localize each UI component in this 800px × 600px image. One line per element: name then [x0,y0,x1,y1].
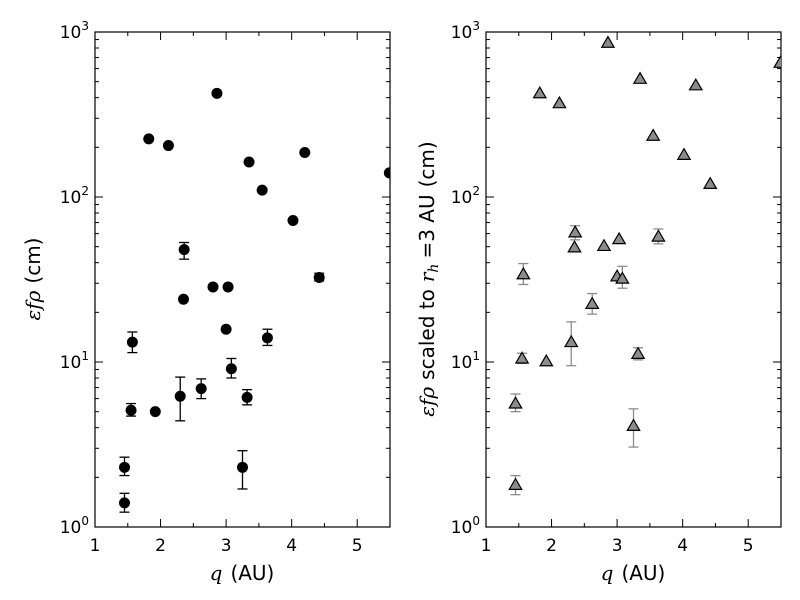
left-data-point [162,140,174,152]
right-data-point [567,225,583,238]
right-y-tick-label: 103 [451,19,480,43]
right-y-tick-label: 102 [451,184,480,208]
left-data-point [143,133,155,145]
right-data-point [626,418,641,431]
left-axis-ticks [94,31,390,528]
right-x-tick-label: 3 [612,536,623,556]
left-data-point [225,363,237,375]
right-x-axis-label: q (AU) [601,561,666,585]
left-y-tick-label: 100 [60,514,89,538]
right-x-tick-label: 2 [546,536,557,556]
left-data-point [207,281,219,293]
right-markers [508,35,781,490]
left-data-point [261,332,273,344]
left-data-point [195,383,207,395]
left-data-point [119,497,130,509]
left-y-tick-label: 101 [60,349,89,373]
left-data-point [313,272,325,284]
left-errorbars [119,241,325,513]
left-data-point [222,281,234,293]
left-data-point [243,156,255,168]
right-data-point [651,229,666,242]
right-panel: 1 2 3 4 5 100 101 102 103 q (AU) εfρscaled torh=3… [415,19,782,585]
left-tick-labels: 1 2 3 4 5 100 101 102 103 [60,19,363,556]
right-tick-labels: 1 2 3 4 5 100 101 102 103 [451,19,754,556]
left-data-point [383,167,390,179]
right-data-point [632,71,648,84]
right-data-point [584,296,600,309]
right-data-point [552,95,567,109]
left-data-point [220,323,232,335]
left-plot-frame [94,31,391,528]
right-data-point [615,271,630,284]
left-data-point [178,293,189,305]
right-data-point [567,239,582,253]
left-data-point [299,147,311,159]
right-y-tick-label: 100 [451,514,480,538]
right-data-point [676,147,692,160]
left-y-axis-label: εfρ(cm) [21,238,45,321]
right-axis-ticks [485,31,781,528]
right-y-tick-label: 101 [451,349,480,373]
right-data-point [645,128,661,141]
left-x-tick-label: 3 [221,536,232,556]
left-markers [119,87,390,509]
right-data-point [600,35,616,48]
right-data-point [508,396,523,409]
left-data-point [211,87,223,99]
right-x-tick-label: 5 [743,536,754,556]
right-data-point [596,238,612,252]
left-data-point [178,244,190,256]
right-plot-frame [485,31,782,528]
right-data-point [514,351,530,364]
left-y-tick-label: 102 [60,184,89,208]
left-data-point [119,461,130,473]
right-data-point [539,353,554,367]
left-data-point [256,184,268,196]
right-data-point [630,346,646,359]
left-data-point [287,215,299,227]
left-x-tick-label: 1 [90,536,101,556]
left-data-point [174,390,186,402]
left-panel: 1 2 3 4 5 100 101 102 103 q (AU) εfρ(cm) [21,19,391,585]
left-data-point [241,391,253,403]
left-y-tick-label: 103 [60,19,89,43]
right-data-point [563,334,579,348]
left-data-point [237,461,248,473]
right-data-point [702,176,718,189]
left-data-point [126,336,138,348]
right-data-point [611,231,627,245]
right-x-tick-label: 1 [481,536,492,556]
right-data-point [688,77,704,91]
right-data-point [508,477,523,490]
right-errorbars [510,225,664,496]
left-x-tick-label: 4 [286,536,297,556]
left-x-tick-label: 2 [155,536,166,556]
right-x-tick-label: 4 [677,536,688,556]
left-data-point [125,404,137,416]
right-data-point [773,55,781,68]
left-data-point [149,406,161,418]
right-y-axis-label: εfρscaled torh=3 AU(cm) [415,141,442,416]
right-data-point [516,266,531,280]
left-x-tick-label: 5 [352,536,363,556]
right-data-point [532,85,547,99]
left-x-axis-label: q (AU) [210,561,275,585]
